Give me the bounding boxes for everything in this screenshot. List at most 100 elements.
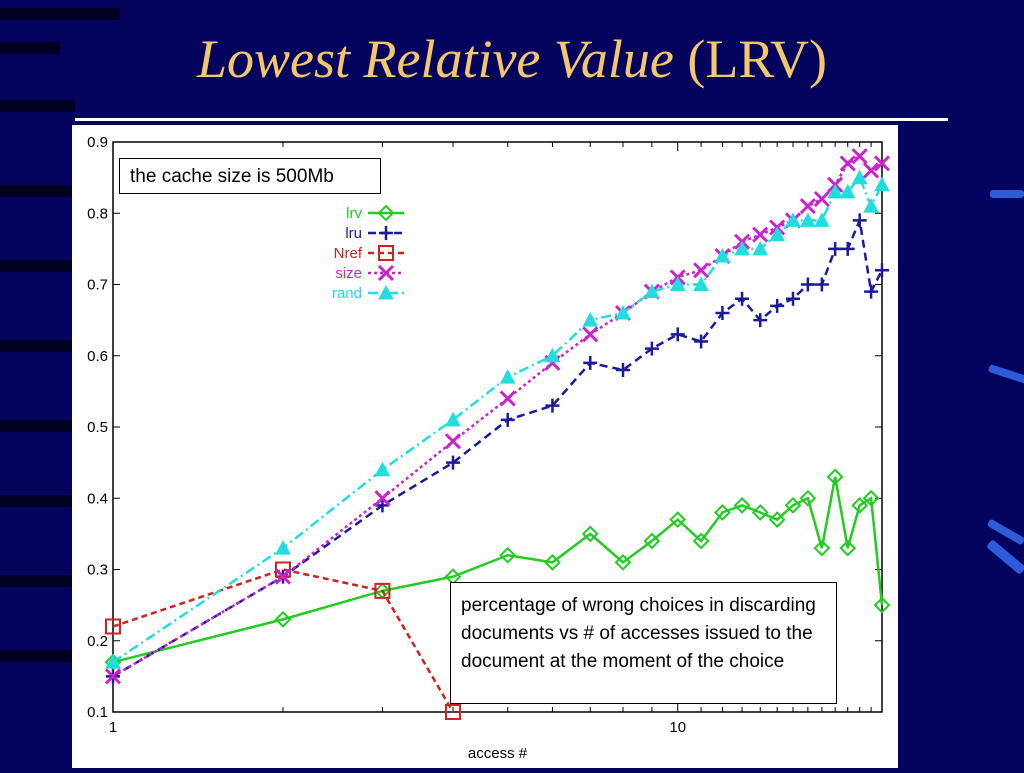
slide-title: Lowest Relative Value (LRV)	[0, 28, 1024, 90]
data-point-lru	[828, 241, 843, 256]
chart-svg: 0.1 0.2 0.3 0.4 0.5 0.6 0.7 0.8 0.9 1 10 access # lr…	[87, 134, 891, 762]
data-point-size	[873, 155, 891, 172]
data-point-lru	[500, 412, 515, 427]
data-point-lru	[814, 277, 829, 292]
data-point-lru	[864, 284, 879, 299]
bg-stripe	[0, 340, 72, 352]
data-point-lrv	[614, 553, 632, 571]
data-point-lru	[770, 298, 785, 313]
bg-stripe	[0, 260, 72, 272]
data-point-size	[851, 148, 868, 165]
title-abbr: (LRV)	[687, 29, 828, 89]
legend-marker-Nref	[378, 245, 394, 261]
x-tick-label: 1	[109, 719, 117, 736]
description-text: percentage of wrong choices in discardin…	[461, 595, 816, 672]
data-point-rand	[863, 198, 879, 213]
data-point-rand	[800, 212, 816, 227]
decor-dash	[987, 364, 1024, 384]
data-point-rand	[693, 276, 709, 291]
bg-stripe	[0, 100, 75, 112]
data-point-size	[863, 162, 880, 179]
y-tick-label: 0.4	[87, 490, 108, 507]
data-point-lrv	[873, 596, 891, 614]
title-main: Lowest Relative Value	[196, 29, 674, 89]
legend-marker-lru	[379, 226, 393, 240]
data-point-lru	[670, 327, 685, 342]
data-point-lru	[875, 263, 889, 278]
data-point-rand	[785, 212, 801, 227]
y-tick-label: 0.1	[87, 704, 108, 721]
y-tick-label: 0.7	[87, 277, 108, 294]
data-point-lru	[800, 277, 815, 292]
data-point-lru	[445, 455, 460, 470]
data-point-rand	[644, 283, 660, 299]
data-point-lru	[735, 291, 750, 306]
data-point-size	[752, 226, 769, 243]
data-point-Nref	[374, 582, 391, 599]
series-line-Nref	[112, 568, 455, 713]
data-point-rand	[769, 226, 786, 242]
data-point-lru	[694, 334, 709, 349]
data-point-rand	[851, 169, 868, 185]
data-point-lrv	[692, 532, 710, 550]
data-point-lrv	[826, 468, 844, 486]
data-point-rand	[544, 347, 561, 363]
data-point-rand	[275, 540, 291, 555]
data-point-lru	[583, 355, 598, 370]
data-point-Nref	[105, 618, 121, 635]
description-note: percentage of wrong choices in discardin…	[450, 582, 837, 704]
series-line-lrv	[112, 476, 884, 664]
data-point-lrv	[733, 496, 751, 514]
data-point-lrv	[274, 610, 292, 628]
data-point-lru	[615, 363, 630, 377]
bg-stripe	[0, 420, 72, 432]
data-point-size	[582, 326, 599, 343]
legend-label-lru: lru	[345, 225, 362, 242]
data-point-rand	[734, 240, 750, 256]
data-point-lrv	[813, 539, 831, 557]
data-point-lrv	[714, 504, 731, 521]
decor-dash	[990, 190, 1024, 198]
data-point-rand	[752, 240, 769, 256]
bg-stripe	[0, 650, 72, 662]
data-point-size	[274, 568, 292, 585]
legend-marker-size	[377, 264, 395, 282]
data-point-size	[374, 490, 391, 507]
y-tick-label: 0.5	[87, 419, 108, 436]
data-point-lru	[375, 498, 390, 513]
y-tick-label: 0.9	[87, 134, 108, 151]
y-tick-label: 0.3	[87, 562, 108, 579]
y-tick-label: 0.6	[87, 348, 108, 365]
bg-stripe	[0, 575, 72, 587]
data-point-lrv	[643, 532, 661, 550]
y-tick-label: 0.2	[87, 633, 108, 650]
decor-dash	[985, 539, 1024, 575]
legend-label-Nref: Nref	[334, 245, 363, 262]
data-point-size	[839, 155, 856, 172]
data-point-rand	[669, 276, 686, 291]
data-point-lru	[840, 241, 855, 256]
data-point-lrv	[751, 504, 769, 521]
y-tick-label: 0.8	[87, 205, 108, 222]
legend-label-rand: rand	[332, 285, 362, 302]
data-point-rand	[582, 312, 599, 327]
data-point-lrv	[862, 489, 880, 507]
data-point-rand	[714, 247, 731, 263]
x-axis-label: access #	[468, 745, 528, 762]
data-point-rand	[874, 176, 890, 192]
data-point-lru	[545, 398, 560, 413]
data-point-lrv	[669, 511, 687, 529]
data-point-rand	[839, 183, 856, 199]
data-point-lrv	[851, 496, 869, 514]
data-point-rand	[499, 369, 516, 384]
data-point-lrv	[544, 553, 561, 571]
data-point-lru	[644, 341, 659, 356]
data-point-lrv	[799, 489, 817, 507]
data-point-rand	[445, 411, 461, 427]
legend-label-size: size	[335, 265, 362, 282]
legend-label-lrv: lrv	[346, 205, 362, 222]
title-underline	[75, 118, 948, 121]
data-point-Nref	[444, 704, 461, 720]
bg-stripe	[0, 495, 72, 507]
data-point-lrv	[784, 496, 802, 514]
